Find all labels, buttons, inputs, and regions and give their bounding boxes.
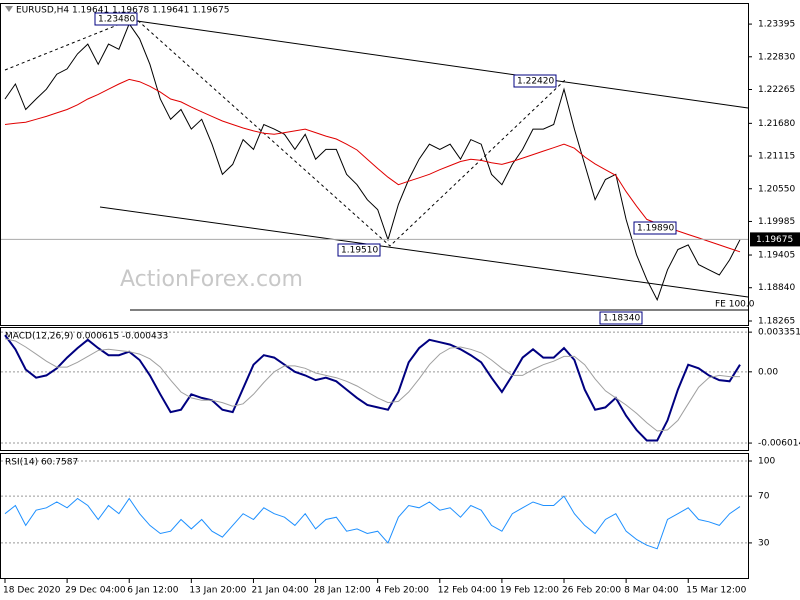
- y-tick-label: 1.21115: [758, 152, 795, 162]
- fe-label: FE 100.0: [715, 300, 755, 310]
- y-tick-label: 0.003351: [758, 328, 800, 338]
- wave-line: [4, 17, 566, 247]
- y-tick-label: 0.00: [758, 367, 778, 377]
- price-tag-box: [337, 243, 381, 257]
- x-tick-label: 19 Feb 12:00: [500, 586, 559, 596]
- y-tick-label: 1.21680: [758, 119, 795, 129]
- series-line: [4, 495, 741, 550]
- last-price-box: [750, 232, 800, 247]
- macd-panel: [0, 327, 749, 451]
- last-price-label: 1.19675: [756, 235, 793, 245]
- y-tick-label: 1.22830: [758, 52, 795, 62]
- x-tick-label: 28 Jan 12:00: [314, 586, 371, 596]
- price-tag: 1.22420: [517, 77, 554, 87]
- y-tick-label: 100: [758, 457, 775, 467]
- price-tag-box: [599, 311, 643, 325]
- price-tag: 1.23480: [98, 15, 135, 25]
- symbol-icon: [5, 6, 13, 12]
- y-tick-label: 1.23395: [758, 20, 795, 30]
- x-tick-label: 8 Mar 04:00: [624, 586, 679, 596]
- channel-line: [99, 206, 749, 298]
- price-tag-box: [513, 74, 557, 88]
- y-tick-label: 70: [758, 492, 770, 502]
- panel-title: EURUSD,H4 1.19641 1.19678 1.19641 1.1967…: [16, 6, 229, 16]
- price-tag: 1.18340: [603, 314, 640, 324]
- series-line: [4, 334, 741, 442]
- series-line: [4, 78, 741, 253]
- x-tick-label: 18 Dec 2020: [3, 586, 61, 596]
- x-tick-label: 15 Mar 12:00: [686, 586, 746, 596]
- y-tick-label: -0.006014: [758, 439, 800, 449]
- x-tick-label: 12 Feb 04:00: [438, 586, 497, 596]
- y-tick-label: 30: [758, 538, 770, 548]
- x-tick-label: 21 Jan 04:00: [251, 586, 308, 596]
- y-tick-label: 1.19405: [758, 251, 795, 261]
- panel-title: RSI(14) 60.7587: [5, 458, 78, 468]
- x-tick-label: 6 Jan 12:00: [127, 586, 179, 596]
- y-tick-label: 1.22265: [758, 85, 795, 95]
- x-tick-label: 13 Jan 20:00: [189, 586, 246, 596]
- price-tag: 1.19890: [637, 224, 674, 234]
- price-tag-box: [633, 221, 677, 235]
- price-tag: 1.19510: [341, 246, 378, 256]
- price-panel: [0, 3, 749, 326]
- channel-line: [129, 19, 749, 109]
- y-tick-label: 1.18265: [758, 317, 795, 327]
- rsi-panel: [0, 453, 749, 579]
- x-tick-label: 29 Dec 04:00: [65, 586, 126, 596]
- y-tick-label: 1.18840: [758, 283, 795, 293]
- series-line: [4, 338, 740, 432]
- panel-title: MACD(12,26,9) 0.000615 -0.000433: [5, 332, 168, 342]
- y-tick-label: 1.20550: [758, 184, 795, 194]
- watermark: ActionForex.com: [120, 267, 303, 292]
- price-tag-box: [94, 12, 138, 26]
- x-tick-label: 4 Feb 20:00: [376, 586, 430, 596]
- y-tick-label: 1.19985: [758, 217, 795, 227]
- x-tick-label: 26 Feb 20:00: [562, 586, 621, 596]
- series-line: [4, 22, 741, 302]
